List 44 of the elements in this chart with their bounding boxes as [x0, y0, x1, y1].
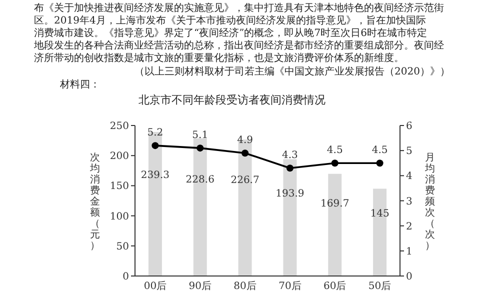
- data-label: 226.7: [230, 175, 260, 186]
- y-tick-label: 0: [122, 272, 129, 282]
- text: 布《关于加快推进夜间经济发展的实施意见》，集中打造具有天津本地特色的夜间经济示范街区。2019年4月，上海市发布《关于本市推动夜间经济发展的指导意见》，旨在加快国际消费城市建设。《指导意见》界定了“夜间经济”的概念，即从晚7时至次日6时在城市特定地段发生的各种合法商业经营活动的总称，指出夜间经济是都市经济的重要组成部分。夜间经济所带动的创收指数是城市文旅的重要量化指标，也是文旅消费评价体系的新维度。: [33, 2, 444, 64]
- data-label: 5.1: [192, 130, 208, 142]
- y2-tick-label: 6: [406, 121, 412, 132]
- point: [376, 160, 384, 167]
- y-tick-label: 50: [116, 241, 129, 252]
- y-tick-label: 100: [110, 211, 129, 222]
- y2-tick-label: 5: [406, 146, 412, 158]
- data-label: 169.7: [320, 198, 350, 210]
- y2-tick-label: 3: [406, 196, 412, 208]
- x-tick-label: 70后: [278, 280, 302, 292]
- data-label: 4.5: [372, 145, 388, 156]
- data-label: 4.5: [326, 145, 343, 156]
- y-tick-label: 200: [110, 151, 129, 162]
- point: [331, 160, 338, 167]
- text: （以上三则材料取材于司若主编《中国文旅产业发展报告（2020）》）: [134, 66, 450, 78]
- data-label: 239.3: [140, 170, 170, 182]
- point: [152, 142, 159, 150]
- y2-tick-label: 2: [406, 221, 412, 232]
- data-label: 4.9: [237, 135, 253, 146]
- point: [242, 150, 249, 157]
- text: 月均消费频次（次）: [425, 152, 435, 252]
- y-tick-label: 250: [110, 121, 129, 132]
- data-label: 145: [370, 208, 390, 220]
- x-tick-label: 00后: [144, 280, 167, 292]
- data-label: 5.2: [147, 128, 164, 139]
- chart-title: 北京市不同年龄段受访者夜间消费情况: [138, 94, 326, 106]
- x-tick-label: 50后: [368, 280, 392, 292]
- x-tick-label: 60后: [324, 280, 346, 292]
- data-label: 228.6: [186, 174, 214, 186]
- text: 材料四：: [59, 78, 100, 90]
- point: [196, 144, 204, 152]
- point: [286, 164, 294, 172]
- y2-tick-label: 4: [406, 171, 412, 182]
- y-tick-label: 150: [110, 181, 129, 192]
- x-tick-label: 90后: [188, 280, 212, 292]
- x-tick-label: 80后: [234, 280, 256, 292]
- text: 次均消费金额（元）: [90, 152, 100, 252]
- y2-tick-label: 1: [406, 246, 412, 258]
- data-label: 193.9: [276, 188, 304, 200]
- data-label: 4.3: [282, 150, 298, 162]
- y2-tick-label: 0: [406, 272, 412, 282]
- bar: [373, 188, 387, 276]
